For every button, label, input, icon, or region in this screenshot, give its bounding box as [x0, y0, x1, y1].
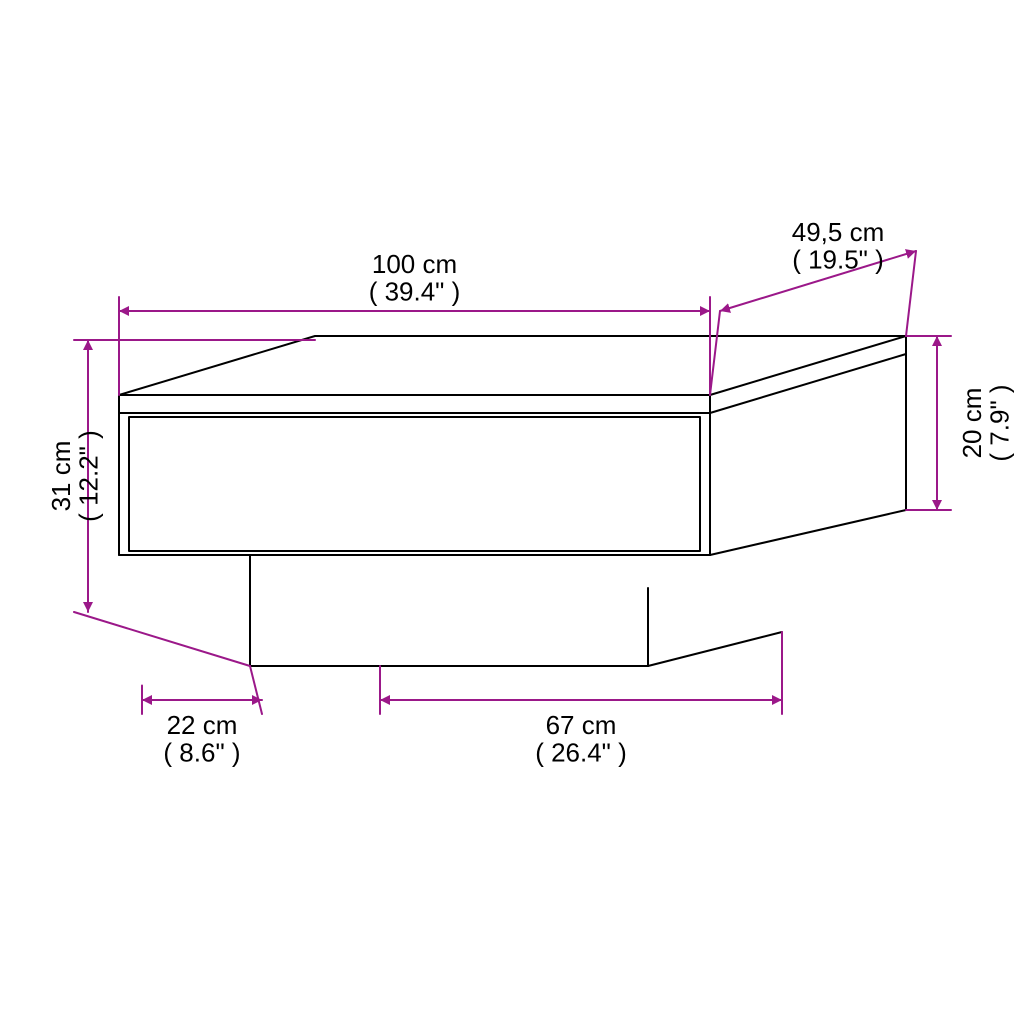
dimension-labels: 100 cm( 39.4" ) 49,5 cm( 19.5" ) 31 cm( 12… [46, 217, 1014, 767]
label-depth: 49,5 cm( 19.5" ) [792, 217, 885, 274]
label-base-depth: 22 cm( 8.6" ) [163, 710, 240, 767]
label-width: 100 cm( 39.4" ) [369, 249, 461, 306]
label-base-width: 67 cm( 26.4" ) [535, 710, 627, 767]
dimension-lines [74, 251, 951, 714]
label-height-total: 31 cm( 12.2" ) [46, 430, 103, 522]
label-height-upper: 20 cm( 7.9" ) [957, 384, 1014, 461]
table-outline [119, 336, 906, 666]
dimension-diagram: 100 cm( 39.4" ) 49,5 cm( 19.5" ) 31 cm( 12… [0, 0, 1024, 1024]
